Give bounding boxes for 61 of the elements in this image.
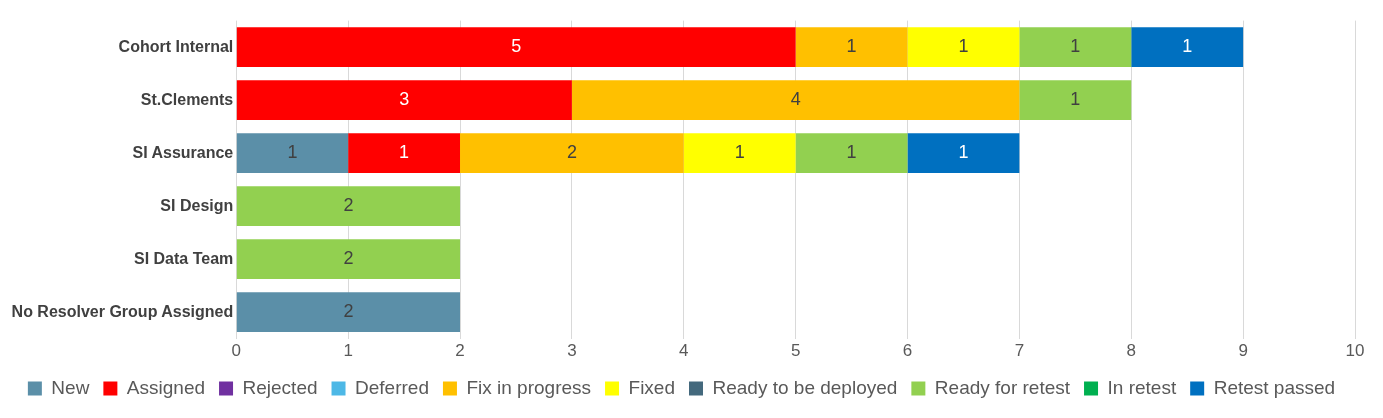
x-tick-label: 2 xyxy=(455,341,465,361)
bar xyxy=(348,133,461,173)
bar xyxy=(236,27,796,67)
legend-label: Deferred xyxy=(355,376,429,398)
data-label: 1 xyxy=(399,142,410,163)
y-tick-label: SI Data Team xyxy=(133,249,234,267)
x-tick-label: 3 xyxy=(567,341,577,361)
x-tick-label: 5 xyxy=(790,341,801,361)
data-label: 1 xyxy=(1070,89,1081,110)
x-tick-label: 7 xyxy=(1014,341,1025,361)
bar xyxy=(795,27,908,67)
legend-label: Rejected xyxy=(242,376,318,398)
bar xyxy=(907,133,1020,173)
data-label: 1 xyxy=(958,36,969,57)
legend-label: New xyxy=(51,376,90,398)
legend-label: Assigned xyxy=(126,376,206,398)
bar xyxy=(571,80,1020,120)
data-label: 5 xyxy=(511,36,522,57)
bar xyxy=(907,27,1020,67)
data-label: 4 xyxy=(790,89,801,110)
y-tick-label: No Resolver Group Assigned xyxy=(11,302,234,320)
data-label: 2 xyxy=(343,301,354,322)
data-label: 1 xyxy=(958,142,969,163)
x-tick-label: 4 xyxy=(679,341,689,361)
data-label: 1 xyxy=(846,142,857,163)
legend-label: Retest passed xyxy=(1213,376,1336,398)
bar xyxy=(236,186,461,226)
y-tick-label: SI Assurance xyxy=(132,143,234,161)
bar xyxy=(236,239,461,279)
bar xyxy=(795,133,908,173)
legend-label: Fix in progress xyxy=(466,376,592,398)
x-tick-label: 6 xyxy=(902,341,913,361)
bar xyxy=(1019,27,1132,67)
data-label: 1 xyxy=(846,36,857,57)
bar xyxy=(236,292,461,332)
legend-label: Fixed xyxy=(628,376,676,398)
data-label: 2 xyxy=(343,195,354,216)
data-label: 1 xyxy=(1182,36,1193,57)
x-tick-label: 10 xyxy=(1345,341,1365,361)
data-label: 1 xyxy=(1070,36,1081,57)
data-label: 2 xyxy=(566,142,577,163)
x-tick-label: 0 xyxy=(231,341,241,361)
legend-label: Ready to be deployed xyxy=(712,376,898,398)
x-tick-label: 8 xyxy=(1126,341,1136,361)
y-tick-label: SI Design xyxy=(160,196,234,214)
y-tick-label: St.Clements xyxy=(140,90,234,108)
data-label: 2 xyxy=(343,248,354,269)
data-label: 1 xyxy=(734,142,745,163)
bar xyxy=(460,133,684,173)
data-label: 1 xyxy=(287,142,298,163)
legend-label: In retest xyxy=(1107,376,1177,398)
bar xyxy=(1131,27,1244,67)
y-tick-label: Cohort Internal xyxy=(118,37,234,55)
bar xyxy=(236,80,572,120)
bar xyxy=(1019,80,1132,120)
legend-label: Ready for retest xyxy=(934,376,1071,398)
bar xyxy=(236,133,349,173)
x-tick-label: 9 xyxy=(1238,341,1248,361)
bar xyxy=(683,133,796,173)
x-tick-label: 1 xyxy=(343,341,353,361)
data-label: 3 xyxy=(399,89,410,110)
